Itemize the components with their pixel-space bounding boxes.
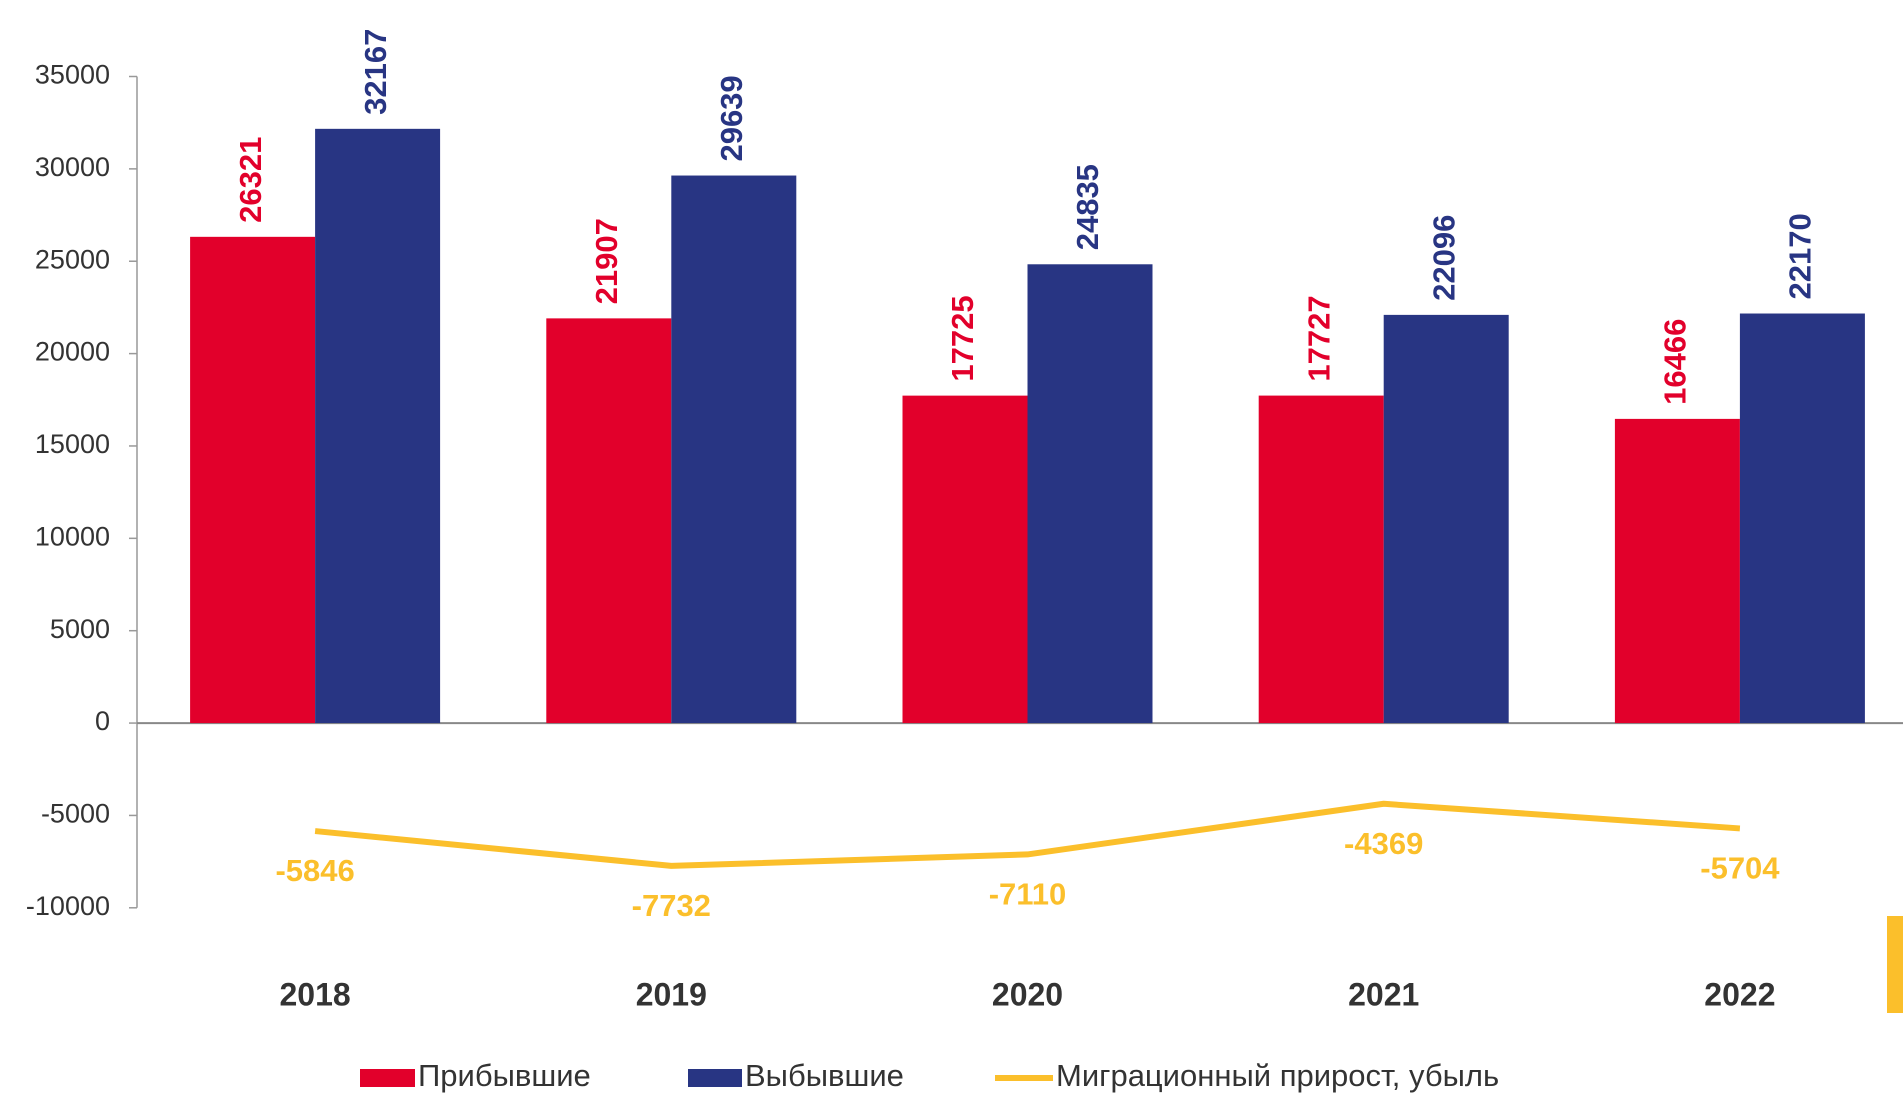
- bar-value-label: 24835: [1070, 164, 1105, 250]
- x-tick-label: 2018: [280, 976, 351, 1012]
- bar-value-label: 16466: [1658, 319, 1693, 405]
- bar: [315, 128, 441, 724]
- bar: [1614, 418, 1740, 724]
- bar: [190, 236, 316, 724]
- bar-value-label: 17725: [945, 295, 980, 381]
- y-tick-label: -10000: [26, 891, 110, 921]
- y-tick-label: 20000: [35, 337, 110, 367]
- bar: [671, 175, 797, 724]
- y-tick-label: 5000: [50, 614, 110, 644]
- bar-value-label: 29639: [714, 75, 749, 161]
- bar: [546, 318, 672, 724]
- bar-value-label: 22170: [1783, 213, 1818, 299]
- bar: [1258, 395, 1384, 724]
- y-tick-label: 10000: [35, 521, 110, 551]
- line-value-label: -7110: [989, 877, 1067, 912]
- x-tick-label: 2019: [636, 976, 707, 1012]
- y-tick-label: -5000: [41, 799, 110, 829]
- bar-value-label: 22096: [1426, 215, 1461, 301]
- bar: [1383, 314, 1509, 724]
- legend-label: Миграционный прирост, убыль: [1056, 1058, 1499, 1093]
- line-value-label: -5704: [1700, 851, 1780, 886]
- bar-value-label: 32167: [358, 29, 393, 115]
- y-tick-label: 35000: [35, 60, 110, 90]
- y-tick-label: 25000: [35, 244, 110, 274]
- x-tick-label: 2021: [1348, 976, 1419, 1012]
- x-tick-label: 2020: [992, 976, 1063, 1012]
- legend-label: Выбывшие: [745, 1058, 904, 1093]
- y-tick-label: 0: [95, 706, 110, 736]
- bar: [902, 395, 1028, 724]
- line-value-label: -5846: [275, 853, 354, 888]
- line-value-label: -7732: [632, 888, 711, 923]
- y-tick-label: 30000: [35, 152, 110, 182]
- x-tick-label: 2022: [1704, 976, 1775, 1012]
- legend-swatch: [360, 1069, 415, 1087]
- edge-decoration: [1887, 916, 1903, 1013]
- legend-swatch: [688, 1069, 742, 1087]
- bar-value-label: 26321: [233, 137, 268, 223]
- bar: [1739, 313, 1865, 724]
- bar: [1027, 264, 1153, 724]
- bar-value-label: 17727: [1301, 295, 1336, 381]
- bar-value-label: 21907: [589, 218, 624, 304]
- line: [314, 800, 1741, 869]
- line-value-label: -4369: [1344, 826, 1423, 861]
- legend-label: Прибывшие: [418, 1058, 591, 1093]
- y-tick-label: 15000: [35, 429, 110, 459]
